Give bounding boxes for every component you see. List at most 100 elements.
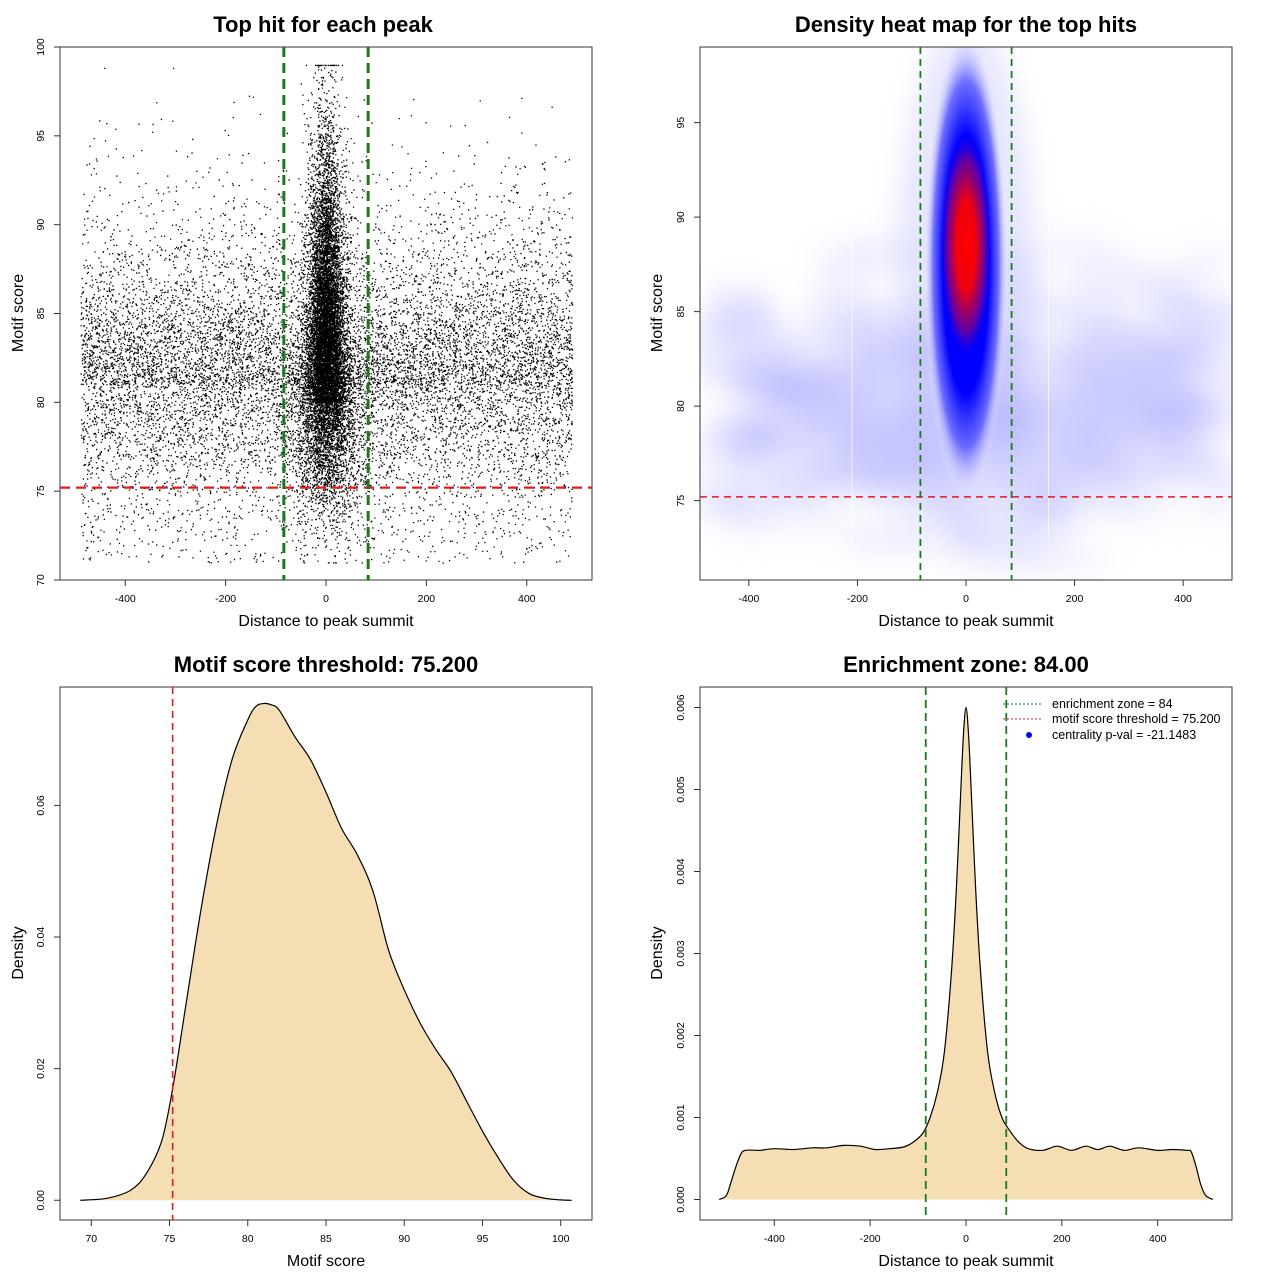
legend-swatch-dot [1026,732,1032,738]
y-tick-label: 85 [675,306,687,318]
y-axis-label: Motif score [649,274,666,352]
density-blob [853,465,909,499]
x-tick-label: -400 [764,1233,785,1245]
y-tick-label: 95 [35,130,47,142]
heatmap-panel: Density heat map for the top hits -400 -2… [649,12,1233,630]
density-blob [1178,246,1232,280]
legend-label-pval: centrality p-val = -21.1483 [1052,728,1196,742]
x-tick-label: 80 [242,1233,254,1245]
x-tick-label: 200 [418,593,436,605]
y-tick-label: 90 [675,211,687,223]
reference-lines [700,47,1232,580]
x-tick-label: -200 [215,593,236,605]
y-tick-label: 75 [35,485,47,497]
y-tick-label: 0.00 [35,1190,47,1211]
chart-title: Motif score threshold: 75.200 [174,652,478,677]
y-tick-label: 0.000 [675,1186,687,1212]
heatmap-core [851,47,1050,544]
density-area [718,706,1214,1201]
heatmap-area [700,47,1232,578]
density-blob [1011,485,1077,525]
y-tick-label: 95 [675,117,687,129]
y-tick-label: 0.02 [35,1058,47,1079]
y-tick-label: 80 [35,396,47,408]
x-tick-label: 400 [1149,1233,1167,1245]
legend: enrichment zone = 84 motif score thresho… [1003,697,1221,742]
y-tick-label: 0.006 [675,694,687,720]
x-tick-label: 90 [398,1233,410,1245]
legend-label-threshold: motif score threshold = 75.200 [1052,712,1221,726]
scatter-panel: Top hit for each peak -400 -200 0 200 400 70 7… [10,12,593,630]
density-curve [718,706,1214,1201]
distance-density-panel: Enrichment zone: 84.00 -400 -200 0 200 400 0.… [649,652,1233,1270]
y-tick-label: 0.001 [675,1104,687,1130]
x-tick-label: -200 [847,593,868,605]
axis-ticks: -400 -200 0 200 400 70 75 80 85 90 95 100 [35,38,536,605]
density-blob [700,281,781,330]
y-tick-label: 85 [35,308,47,320]
x-tick-label: 85 [320,1233,332,1245]
density-blob [1083,319,1157,356]
chart-title: Density heat map for the top hits [795,12,1137,37]
x-tick-label: 0 [963,1233,969,1245]
y-tick-label: 0.002 [675,1022,687,1048]
x-tick-label: 0 [963,593,969,605]
y-axis-label: Density [10,926,27,979]
density-blob [736,343,804,397]
x-tick-label: 0 [323,593,329,605]
density-fill [719,707,1213,1200]
density-curve [80,702,572,1201]
x-tick-label: -400 [738,593,759,605]
y-tick-label: 70 [35,574,47,586]
density-fill [80,703,572,1201]
density-blob [994,516,1075,567]
chart-title: Enrichment zone: 84.00 [843,652,1089,677]
x-tick-label: -200 [860,1233,881,1245]
x-tick-label: 200 [1066,593,1084,605]
y-tick-label: 0.005 [675,776,687,802]
density-hotspot [940,130,992,361]
x-tick-label: 70 [85,1233,97,1245]
y-tick-label: 100 [35,38,47,56]
axis-ticks: 70 75 80 85 90 95 100 0.00 0.02 0.04 0.06 [35,795,570,1245]
x-axis-label: Distance to peak summit [878,1253,1054,1270]
axis-ticks: -400 -200 0 200 400 0.000 0.001 0.002 0.003 0.004… [675,694,1167,1245]
reference-lines [60,47,592,580]
chart-title: Top hit for each peak [213,12,433,37]
density-blob [789,454,854,489]
y-tick-label: 0.04 [35,927,47,948]
density-blob [1066,275,1130,330]
density-blob [740,391,827,446]
y-tick-label: 0.003 [675,940,687,966]
axis-ticks: -400 -200 0 200 400 75 80 85 90 95 [675,117,1192,605]
y-tick-label: 0.004 [675,858,687,884]
density-blob [700,488,760,517]
density-area [80,702,572,1201]
density-blob [798,321,873,380]
legend-label-zone: enrichment zone = 84 [1052,697,1173,711]
density-blob [1013,429,1101,469]
data-point [80,64,574,564]
y-axis-label: Density [649,926,666,979]
x-tick-label: 95 [477,1233,489,1245]
x-axis-label: Distance to peak summit [878,613,1054,630]
x-tick-label: 200 [1053,1233,1071,1245]
x-tick-label: 400 [1174,593,1192,605]
x-tick-label: 400 [518,593,536,605]
y-axis-label: Motif score [10,274,27,352]
y-tick-label: 0.06 [35,795,47,816]
y-tick-label: 80 [675,400,687,412]
score-density-panel: Motif score threshold: 75.200 70 75 80 85 90… [10,652,593,1270]
x-axis-label: Distance to peak summit [238,613,414,630]
y-tick-label: 90 [35,219,47,231]
density-blob [857,428,914,476]
scatter-points [80,64,574,564]
x-tick-label: 75 [164,1233,176,1245]
y-tick-label: 75 [675,495,687,507]
density-blob [1171,293,1232,326]
density-blob [805,285,887,336]
x-tick-label: 100 [552,1233,570,1245]
x-tick-label: -400 [115,593,136,605]
x-axis-label: Motif score [287,1253,365,1270]
